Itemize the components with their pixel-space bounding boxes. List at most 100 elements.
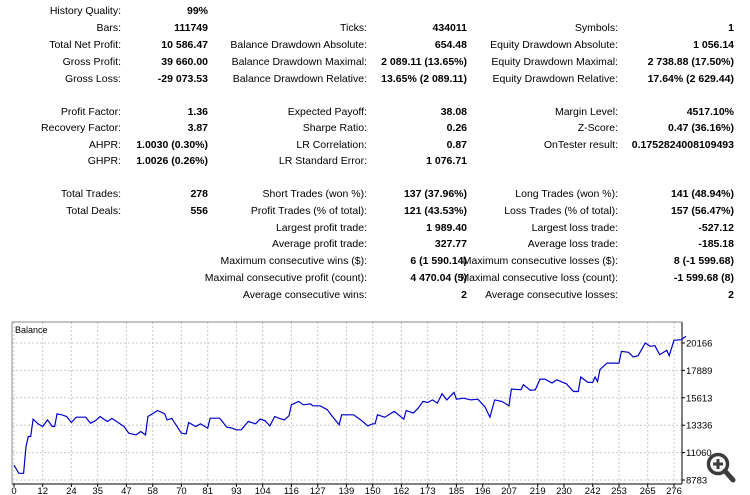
stat-label: Sharpe Ratio: [302, 122, 367, 134]
stat-label: Average consecutive losses: [485, 289, 618, 301]
x-tick-label: 0 [11, 486, 16, 495]
stat-label: Profit Factor: [60, 106, 121, 118]
y-tick-label: 11060 [686, 448, 712, 459]
stat-value: 111749 [174, 22, 208, 34]
stat-label: Ticks: [339, 22, 367, 34]
stat-value: 556 [190, 205, 208, 217]
stat-value: 1.0026 (0.26%) [136, 155, 208, 167]
stats-row: Average consecutive wins: 2 Average consec… [0, 287, 750, 303]
y-tick-label: 13336 [686, 421, 712, 432]
stat-value: 4 470.04 (5) [410, 272, 467, 284]
stats-row: Recovery Factor: 3.87 Sharpe Ratio: 0.26 Z-S… [0, 120, 750, 136]
x-tick-label: 35 [92, 486, 103, 495]
stat-label: Average consecutive wins: [242, 289, 367, 301]
stat-value: 13.65% (2 089.11) [381, 73, 467, 85]
chart-title: Balance [15, 325, 48, 335]
stat-value: -1 599.68 (8) [673, 272, 734, 284]
x-tick-label: 185 [448, 486, 464, 495]
x-tick-label: 81 [202, 486, 213, 495]
stat-value: 38.08 [440, 106, 467, 118]
x-tick-label: 93 [231, 486, 242, 495]
y-tick-label: 20166 [686, 339, 712, 350]
stat-value: 434011 [432, 22, 467, 34]
stat-label: Long Trades (won %): [515, 188, 618, 200]
stat-value: 0.47 (36.16%) [668, 122, 734, 134]
stat-label: Loss Trades (% of total): [504, 205, 618, 217]
stat-label: Maximum consecutive wins ($): [220, 255, 367, 267]
stat-value: -527.12 [698, 222, 734, 234]
stat-value: 2 738.88 (17.50%) [647, 56, 734, 68]
x-tick-label: 127 [310, 486, 326, 495]
stat-label: Z-Score: [577, 122, 618, 134]
stats-row: GHPR: 1.0026 (0.26%) LR Standard Error: 1 0… [0, 153, 750, 169]
stat-label: Average profit trade: [272, 238, 367, 250]
stat-label: Gross Profit: [62, 56, 121, 68]
stat-value: 2 [728, 289, 734, 301]
stat-value: 39 660.00 [161, 56, 208, 68]
stat-label: Symbols: [574, 22, 618, 34]
stat-label: Maximal consecutive profit (count): [204, 272, 367, 284]
x-tick-label: 265 [640, 486, 656, 495]
stat-value: 0.26 [446, 122, 467, 134]
x-tick-label: 12 [37, 486, 48, 495]
balance-chart: 0 12 24 35 47 58 70 81 93 104 116 127 139 150 162 173 18… [11, 321, 712, 495]
stat-label: Largest loss trade: [531, 222, 618, 234]
x-tick-label: 104 [255, 486, 271, 495]
stats-row: Gross Profit: 39 660.00 Balance Drawdown M… [0, 54, 750, 70]
x-tick-label: 219 [530, 486, 546, 495]
stat-value: 278 [190, 188, 208, 200]
stat-value: 141 (48.94%) [670, 188, 734, 200]
y-tick-label: 8783 [686, 476, 707, 487]
stat-value: -29 073.53 [157, 73, 208, 85]
stat-label: OnTester result: [543, 139, 618, 151]
stat-label: Equity Drawdown Maximal: [491, 56, 618, 68]
stat-value: 3.87 [187, 122, 208, 134]
stat-label: Equity Drawdown Absolute: [490, 39, 618, 51]
stats-row: Total Net Profit: 10 586.47 Balance Drawdo… [0, 37, 750, 53]
stat-label: Short Trades (won %): [262, 188, 367, 200]
stat-label: Maximum consecutive losses ($): [462, 255, 618, 267]
stats-row: Total Trades: 278 Short Trades (won %): 137… [0, 186, 750, 202]
stat-label: Balance Drawdown Absolute: [230, 39, 367, 51]
stat-value: 157 (56.47%) [670, 205, 734, 217]
stat-label: LR Standard Error: [278, 155, 367, 167]
stat-label: Equity Drawdown Relative: [492, 73, 618, 85]
balance-line [13, 335, 687, 474]
stat-label: Total Trades: [60, 188, 121, 200]
x-tick-label: 150 [365, 486, 381, 495]
stats-row: AHPR: 1.0030 (0.30%) LR Correlation: 0.87 On… [0, 137, 750, 153]
stat-value: 10 586.47 [161, 39, 208, 51]
stats-row: Largest profit trade: 1 989.40 Largest los… [0, 220, 750, 236]
stats-row: Maximal consecutive profit (count): 4 470… [0, 270, 750, 286]
x-tick-label: 253 [611, 486, 627, 495]
stat-value: 121 (43.53%) [403, 205, 467, 217]
x-tick-label: 116 [284, 486, 299, 495]
stat-value: 137 (37.96%) [403, 188, 467, 200]
stat-value: 0.1752824008109493 [631, 139, 734, 151]
x-tick-label: 24 [66, 486, 77, 495]
stat-value: 4517.10% [686, 106, 734, 118]
stat-label: Recovery Factor: [41, 122, 121, 134]
zoom-in-button[interactable] [706, 452, 736, 486]
x-tick-label: 276 [666, 486, 682, 495]
stat-label: GHPR: [87, 155, 121, 167]
x-tick-label: 230 [556, 486, 572, 495]
stat-value: 8 (-1 599.68) [673, 255, 734, 267]
stat-value: 99% [186, 5, 208, 17]
stat-value: 654.48 [434, 39, 467, 51]
stat-value: 1 989.40 [426, 222, 467, 234]
stats-row: Average profit trade: 327.77 Average loss … [0, 236, 750, 252]
stat-value: 0.87 [446, 139, 467, 151]
stat-label: AHPR: [88, 139, 121, 151]
x-tick-label: 70 [176, 486, 187, 495]
stat-label: Bars: [96, 22, 121, 34]
stat-label: Average loss trade: [527, 238, 618, 250]
stats-row: Profit Factor: 1.36 Expected Payoff: 38.08 M… [0, 104, 750, 120]
stat-value: 17.64% (2 629.44) [647, 73, 734, 85]
stat-label: Gross Loss: [64, 73, 121, 85]
stat-label: Total Net Profit: [49, 39, 121, 51]
stat-value: 1 076.71 [426, 155, 467, 167]
plot-area [12, 322, 682, 484]
stat-label: Maximal consecutive loss (count): [460, 272, 618, 284]
stats-row: History Quality: 99% [0, 3, 750, 19]
